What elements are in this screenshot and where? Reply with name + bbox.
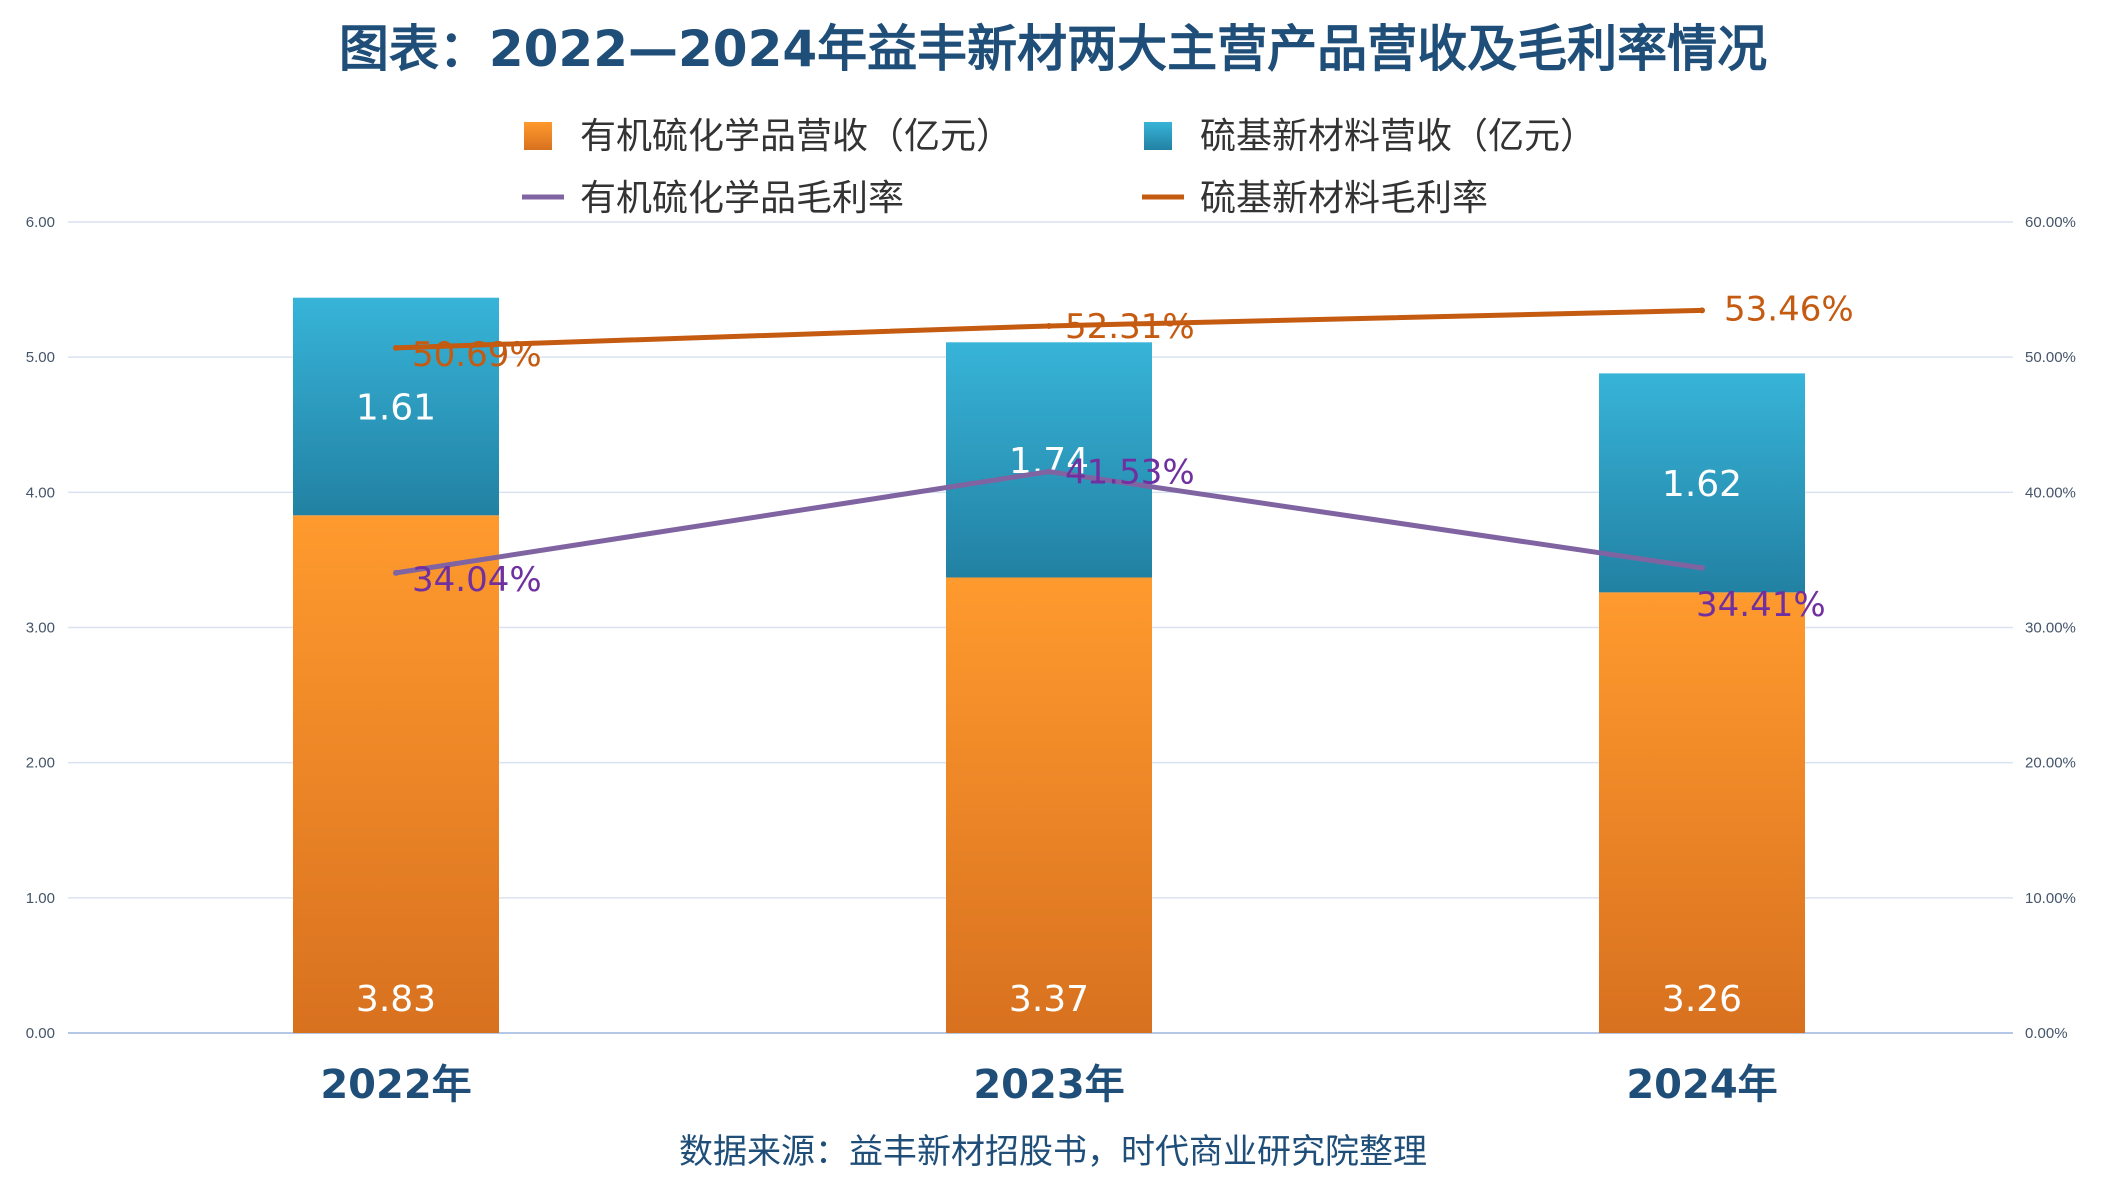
chart-title: 图表：2022—2024年益丰新材两大主营产品营收及毛利率情况 xyxy=(339,20,1767,78)
source-note: 数据来源：益丰新材招股书，时代商业研究院整理 xyxy=(679,1132,1427,1172)
line-point xyxy=(393,569,399,576)
bar-label-sulfur-revenue: 1.61 xyxy=(356,388,436,429)
y-left-tick-label: 5.00 xyxy=(26,349,55,366)
line-label: 34.41% xyxy=(1696,585,1826,625)
y-right-tick-label: 0.00% xyxy=(2025,1025,2068,1042)
line-label: 52.31% xyxy=(1065,307,1195,347)
y-right-tick-label: 30.00% xyxy=(2025,620,2076,637)
line-label: 53.46% xyxy=(1724,289,1854,329)
y-right-tick-label: 60.00% xyxy=(2025,214,2076,231)
line-point xyxy=(1699,564,1705,571)
line-point xyxy=(393,344,399,351)
bar-label-organic-revenue: 3.37 xyxy=(1009,979,1089,1020)
bar-label-organic-revenue: 3.83 xyxy=(356,979,436,1020)
bar-sulfur-revenue xyxy=(293,297,499,516)
x-category-label: 2024年 xyxy=(1626,1062,1777,1108)
x-category-label: 2023年 xyxy=(973,1062,1124,1108)
line-point xyxy=(1046,468,1052,475)
bar-organic-revenue xyxy=(946,577,1152,1033)
line-point xyxy=(1046,322,1052,329)
line-label: 34.04% xyxy=(412,560,542,600)
line-sulfur-margin xyxy=(393,307,1705,351)
legend-label-organic-revenue: 有机硫化学品营收（亿元） xyxy=(580,116,1012,157)
plot-area: 0.00 0.00% 1.00 10.00% 2.00 20.00% 3.00 30.00% 4… xyxy=(26,214,2076,1108)
y-right-tick-label: 20.00% xyxy=(2025,755,2076,772)
y-left-tick-label: 0.00 xyxy=(26,1025,55,1042)
y-left-tick-label: 6.00 xyxy=(26,214,55,231)
line-label: 50.69% xyxy=(412,335,542,375)
y-left-tick-label: 3.00 xyxy=(26,620,55,637)
bar-organic-revenue xyxy=(1599,592,1805,1033)
y-left-tick-label: 2.00 xyxy=(26,755,55,772)
y-right-tick-label: 10.00% xyxy=(2025,890,2076,907)
line-label: 41.53% xyxy=(1065,453,1195,493)
legend-label-sulfur-margin: 硫基新材料毛利率 xyxy=(1200,178,1488,219)
legend-label-organic-margin: 有机硫化学品毛利率 xyxy=(580,178,904,219)
bar-label-sulfur-revenue: 1.62 xyxy=(1662,464,1742,505)
legend-label-sulfur-revenue: 硫基新材料营收（亿元） xyxy=(1200,116,1596,157)
y-left-tick-label: 4.00 xyxy=(26,484,55,501)
legend-swatch-organic-revenue xyxy=(524,122,552,150)
y-right-tick-label: 50.00% xyxy=(2025,349,2076,366)
bar-label-organic-revenue: 3.26 xyxy=(1662,979,1742,1020)
bar-organic-revenue xyxy=(293,515,499,1033)
line-point xyxy=(1699,307,1705,314)
legend-swatch-sulfur-revenue xyxy=(1144,122,1172,150)
x-category-label: 2022年 xyxy=(320,1062,471,1108)
y-left-tick-label: 1.00 xyxy=(26,890,55,907)
legend: 有机硫化学品营收（亿元） 硫基新材料营收（亿元） 有机硫化学品毛利率 硫基新材料… xyxy=(522,116,1596,219)
y-right-tick-label: 40.00% xyxy=(2025,484,2076,501)
bar-sulfur-revenue xyxy=(946,342,1152,578)
